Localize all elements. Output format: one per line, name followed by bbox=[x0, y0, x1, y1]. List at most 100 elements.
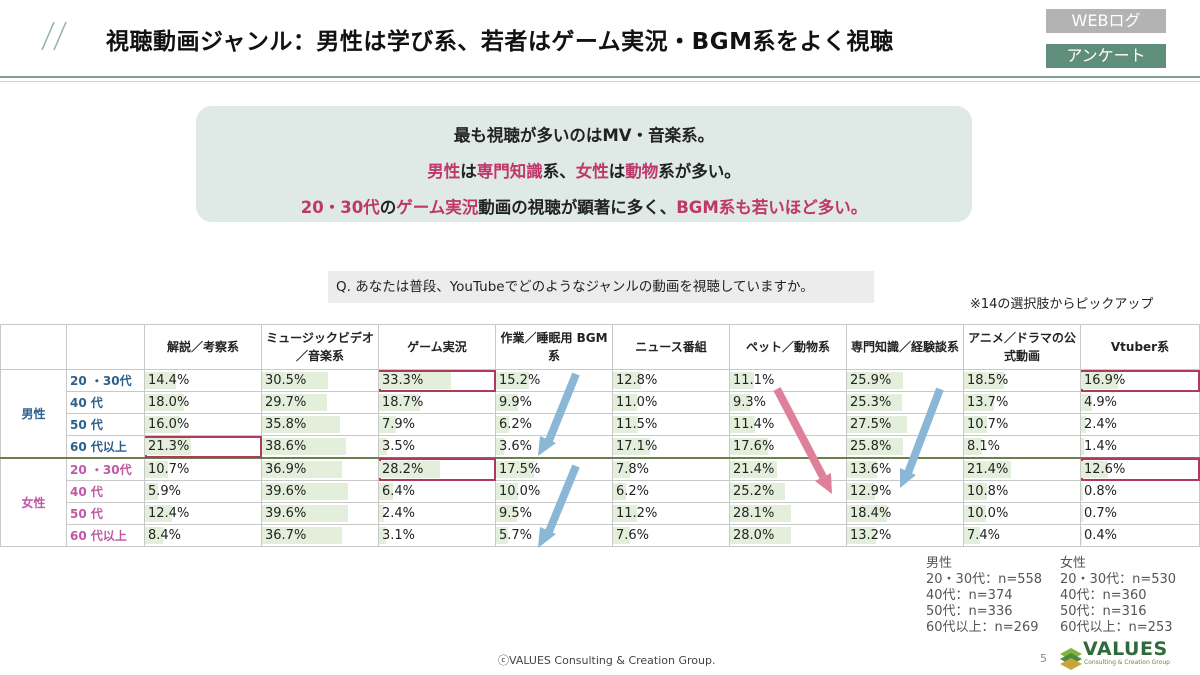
value-cell: 3.1% bbox=[378, 524, 496, 547]
value-text: 6.2% bbox=[616, 484, 650, 499]
table-header-row: 解説／考察系 ミュージックビデオ／音楽系 ゲーム実況 作業／睡眠用 BGM 系ニュース… bbox=[0, 324, 1200, 370]
column-header: ニュース番組 bbox=[612, 324, 730, 370]
table-row: 男性 20 ・30代 14.4% 30.5% 33.3% 15.2% 12.8% 11.1% 2… bbox=[0, 369, 1200, 459]
value-cell: 12.6% bbox=[1080, 457, 1200, 481]
value-text: 12.9% bbox=[850, 484, 892, 499]
value-cell: 12.9% bbox=[846, 480, 964, 503]
page-number: 5 bbox=[1040, 652, 1047, 665]
value-bar bbox=[847, 461, 877, 478]
value-text: 4.9% bbox=[1084, 395, 1118, 410]
selection-note: ※14の選択肢からピックアップ bbox=[970, 297, 1154, 312]
value-text: 5.7% bbox=[499, 528, 533, 543]
value-bar bbox=[379, 505, 384, 522]
value-text: 3.5% bbox=[382, 439, 416, 454]
sample-sizes-male: 男性 20・30代：n=558 40代：n=374 50代：n=336 60代以… bbox=[926, 556, 1043, 635]
value-bar bbox=[613, 416, 638, 433]
column-header: ミュージックビデオ／音楽系 bbox=[261, 324, 379, 370]
value-cell: 28.2% bbox=[378, 457, 496, 481]
value-cell: 13.2% bbox=[846, 524, 964, 547]
gender-label: 女性 bbox=[0, 457, 67, 547]
summary-box: 最も視聴が多いのはMV・音楽系。 男性は専門知識系、女性は動物系が多い。 20・… bbox=[196, 106, 972, 222]
header-blank bbox=[66, 324, 145, 370]
age-label: 20 ・30代 bbox=[66, 457, 145, 481]
value-bar bbox=[847, 527, 876, 544]
value-text: 21.4% bbox=[733, 462, 775, 477]
value-text: 39.6% bbox=[265, 506, 307, 521]
value-bar bbox=[379, 438, 387, 455]
value-cell: 38.6% bbox=[261, 435, 379, 459]
value-bar bbox=[847, 416, 907, 433]
value-text: 38.6% bbox=[265, 439, 307, 454]
value-bar bbox=[1081, 505, 1083, 522]
value-text: 0.7% bbox=[1084, 506, 1118, 521]
value-text: 28.0% bbox=[733, 528, 775, 543]
value-text: 18.7% bbox=[382, 395, 424, 410]
value-bar bbox=[964, 461, 1011, 478]
value-cell: 6.2% bbox=[612, 480, 730, 503]
value-text: 39.6% bbox=[265, 484, 307, 499]
tag-survey: アンケート bbox=[1046, 44, 1166, 68]
value-cell: 7.6% bbox=[612, 524, 730, 547]
value-bar bbox=[964, 483, 987, 500]
value-cell: 28.0% bbox=[729, 524, 847, 547]
value-text: 6.2% bbox=[499, 417, 533, 432]
age-label: 60 代以上 bbox=[66, 435, 145, 459]
value-text: 11.2% bbox=[616, 506, 658, 521]
value-bar bbox=[379, 394, 420, 411]
value-cell: 18.7% bbox=[378, 391, 496, 414]
value-cell: 10.0% bbox=[495, 480, 613, 503]
value-cell: 25.9% bbox=[846, 369, 964, 392]
value-text: 17.6% bbox=[733, 439, 775, 454]
value-bar bbox=[145, 527, 163, 544]
column-header: ゲーム実況 bbox=[378, 324, 496, 370]
value-cell: 36.7% bbox=[261, 524, 379, 547]
values-logo-icon bbox=[1060, 648, 1082, 670]
value-cell: 3.6% bbox=[495, 435, 613, 459]
value-text: 21.3% bbox=[148, 439, 190, 454]
value-text: 10.0% bbox=[967, 506, 1009, 521]
value-text: 13.6% bbox=[850, 462, 892, 477]
summary-segment: 動物 bbox=[625, 162, 659, 181]
value-bar bbox=[262, 461, 342, 478]
value-cell: 10.8% bbox=[963, 480, 1081, 503]
value-bar bbox=[496, 505, 517, 522]
value-text: 21.4% bbox=[967, 462, 1009, 477]
age-label: 50 代 bbox=[66, 502, 145, 525]
value-text: 1.4% bbox=[1084, 439, 1118, 454]
age-label: 60 代以上 bbox=[66, 524, 145, 547]
value-text: 10.0% bbox=[499, 484, 541, 499]
value-bar bbox=[730, 416, 755, 433]
value-bar bbox=[262, 394, 327, 411]
summary-segment: BGM系も若いほど多い。 bbox=[676, 198, 868, 217]
age-label: 50 代 bbox=[66, 413, 145, 436]
value-text: 10.7% bbox=[148, 462, 190, 477]
value-cell: 6.4% bbox=[378, 480, 496, 503]
value-bar bbox=[262, 416, 340, 433]
value-bar bbox=[496, 372, 529, 389]
value-text: 28.1% bbox=[733, 506, 775, 521]
value-text: 13.2% bbox=[850, 528, 892, 543]
value-bar bbox=[847, 372, 903, 389]
value-text: 17.5% bbox=[499, 462, 541, 477]
value-text: 30.5% bbox=[265, 373, 307, 388]
results-table: 解説／考察系 ミュージックビデオ／音楽系 ゲーム実況 作業／睡眠用 BGM 系ニュース… bbox=[0, 324, 1200, 547]
value-bar bbox=[730, 438, 768, 455]
value-bar bbox=[730, 394, 750, 411]
summary-segment: 動画の視聴が顕著に多く、 bbox=[478, 198, 677, 217]
value-text: 9.3% bbox=[733, 395, 767, 410]
summary-segment: ゲーム実況 bbox=[396, 198, 479, 217]
value-bar bbox=[964, 394, 994, 411]
logo-name: VALUES bbox=[1083, 638, 1168, 660]
table-row: 女性 20 ・30代 10.7% 36.9% 28.2% 17.5% 7.8% 21.4% 13… bbox=[0, 457, 1200, 547]
age-label: 40 代 bbox=[66, 480, 145, 503]
value-cell: 29.7% bbox=[261, 391, 379, 414]
value-bar bbox=[262, 372, 328, 389]
value-text: 2.4% bbox=[1084, 417, 1118, 432]
value-text: 8.4% bbox=[148, 528, 182, 543]
value-cell: 2.4% bbox=[1080, 413, 1200, 436]
value-text: 33.3% bbox=[382, 373, 424, 388]
value-cell: 39.6% bbox=[261, 480, 379, 503]
value-text: 8.1% bbox=[967, 439, 1001, 454]
summary-segment: の bbox=[379, 198, 397, 217]
value-cell: 5.9% bbox=[144, 480, 262, 503]
